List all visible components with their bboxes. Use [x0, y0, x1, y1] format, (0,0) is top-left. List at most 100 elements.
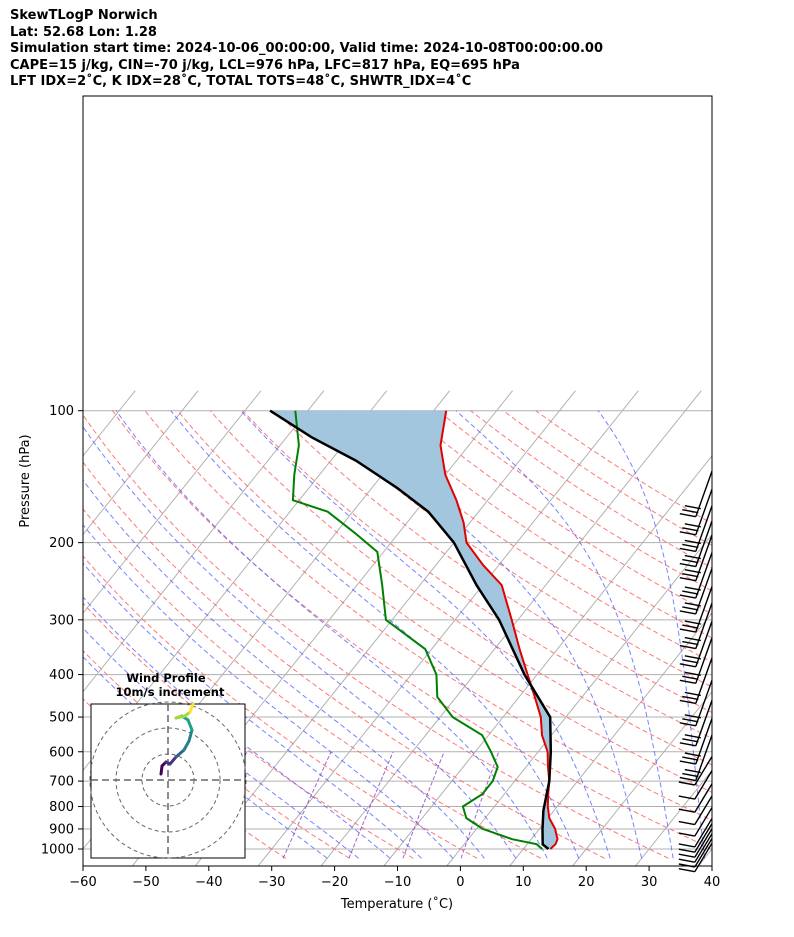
wind-barb: [679, 568, 713, 615]
x-tick-label: 30: [641, 875, 658, 890]
wind-barb: [678, 818, 713, 848]
moist-adiabat-line: [115, 410, 548, 859]
isotherm-line: [571, 690, 712, 866]
wind-barb: [679, 657, 713, 705]
x-tick-label: −20: [321, 875, 348, 890]
hodograph-segment: [174, 748, 186, 759]
hodograph-segment: [187, 728, 194, 743]
y-tick-label: 500: [49, 711, 74, 726]
chart-header: SkewTLogP Norwich Lat: 52.68 Lon: 1.28 S…: [10, 8, 603, 91]
cape-shading: [270, 410, 558, 849]
y-tick-label: 400: [49, 668, 74, 683]
wind-barb: [679, 520, 713, 568]
moist-adiabat-line: [597, 410, 706, 859]
title-indices-1: CAPE=15 j/kg, CIN=-70 j/kg, LCL=976 hPa,…: [10, 57, 520, 73]
wind-profile-inset: Wind Profile 10m/s increment: [89, 671, 247, 859]
wind-barb: [678, 770, 713, 800]
wind-barb: [679, 718, 713, 765]
isotherm-line: [446, 533, 712, 866]
isotherm-line: [634, 769, 712, 866]
profile-traces: [269, 409, 559, 850]
wind-barb: [679, 586, 713, 633]
x-axis-ticks: −60 −50 −40 −30 −20 −10 0 10 20 30 40: [69, 866, 720, 890]
isotherm-line: [83, 390, 325, 693]
dry-adiabat-line: [242, 410, 712, 739]
dry-adiabat-line: [340, 410, 712, 663]
wind-barbs: [678, 470, 713, 873]
wind-barb: [678, 783, 713, 813]
isotherm-line: [760, 391, 794, 867]
x-tick-label: −40: [195, 875, 222, 890]
hodograph-segment: [182, 739, 191, 752]
wind-barb: [679, 534, 713, 582]
wind-barb: [678, 828, 713, 858]
wind-barb: [678, 842, 713, 873]
x-tick-label: −10: [384, 875, 411, 890]
wind-barb: [678, 795, 713, 826]
mixing-ratio-line: [348, 751, 394, 859]
y-tick-label: 700: [49, 775, 74, 790]
title-coordinates: Lat: 52.68 Lon: 1.28: [10, 24, 157, 40]
isotherm-line: [0, 391, 9, 867]
isotherm-line: [83, 390, 199, 536]
moist-adiabat-line: [455, 410, 674, 859]
dry-adiabat-line: [274, 410, 712, 713]
y-axis-ticks: 100 200 300 400 500 600 700 800 900 1000: [41, 404, 83, 858]
wind-barb: [678, 807, 713, 837]
title-times: Simulation start time: 2024-10-06_00:00:…: [10, 41, 603, 56]
isotherm-line: [257, 390, 639, 866]
hodograph-segment: [188, 702, 195, 714]
dewpoint-line: [291, 410, 543, 850]
moist-adiabat-line: [240, 410, 611, 859]
moist-adiabat-line: [83, 524, 454, 859]
x-tick-label: −50: [132, 875, 159, 890]
hodograph-segment: [174, 714, 187, 720]
y-tick-label: 800: [49, 800, 74, 815]
hodograph-segment: [168, 755, 178, 766]
wind-barb: [679, 470, 713, 518]
wind-barb: [679, 505, 713, 553]
x-tick-label: 10: [515, 875, 532, 890]
x-tick-label: −60: [69, 875, 96, 890]
isotherm-line: [194, 390, 576, 866]
dry-adiabat-line: [83, 555, 478, 859]
x-tick-label: 40: [704, 875, 721, 890]
isotherm-line: [383, 455, 712, 866]
dry-adiabat-line: [83, 414, 669, 859]
moist-adiabat-line: [83, 425, 517, 859]
y-tick-label: 300: [49, 613, 74, 628]
moist-adiabat-line: [83, 479, 485, 859]
dry-adiabat-line: [144, 410, 712, 821]
isotherm-line: [0, 391, 72, 867]
mixing-ratio-line: [402, 751, 445, 859]
dry-adiabat-line: [535, 410, 712, 525]
hodograph-segment: [186, 718, 194, 732]
mixing-ratio-line: [282, 751, 332, 859]
y-axis-title: Pressure (hPa): [18, 434, 33, 527]
hodograph-ring: [89, 701, 247, 859]
wind-barb: [678, 756, 713, 786]
x-tick-label: −30: [258, 875, 285, 890]
x-axis-title: Temperature (˚C): [340, 896, 453, 912]
wind-barb: [679, 488, 713, 536]
y-tick-label: 900: [49, 822, 74, 837]
y-tick-label: 100: [49, 404, 74, 419]
temperature-line: [439, 410, 559, 850]
y-tick-label: 200: [49, 536, 74, 551]
title-location: SkewTLogP Norwich: [10, 8, 158, 23]
wind-barb: [679, 637, 713, 685]
isotherm-line: [509, 612, 712, 866]
title-indices-2: LFT IDX=2˚C, K IDX=28˚C, TOTAL TOTS=48˚C…: [10, 74, 472, 89]
wind-barb: [679, 700, 713, 747]
isotherm-line: [83, 390, 262, 614]
wind-barb: [679, 620, 713, 668]
hodograph: [89, 701, 247, 859]
wind-barb: [679, 602, 713, 650]
wind-barb: [679, 679, 713, 727]
dry-adiabat-line: [209, 410, 712, 766]
moist-adiabat-line: [170, 410, 580, 859]
wind-barb: [679, 552, 713, 599]
inset-title: Wind Profile: [126, 671, 206, 685]
dry-adiabat-line: [437, 410, 712, 592]
